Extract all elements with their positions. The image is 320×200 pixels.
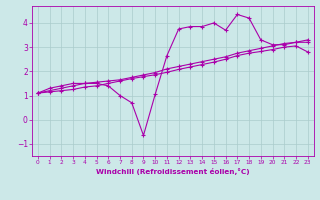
- X-axis label: Windchill (Refroidissement éolien,°C): Windchill (Refroidissement éolien,°C): [96, 168, 250, 175]
